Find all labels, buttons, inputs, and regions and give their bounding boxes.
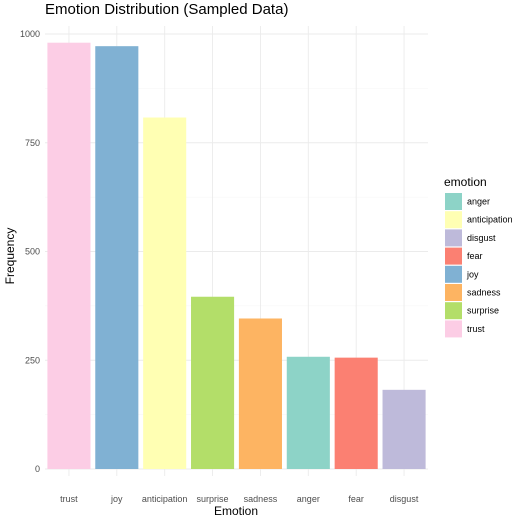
x-tick-label: anger: [297, 494, 320, 504]
bar-anticipation: [143, 117, 187, 470]
x-tick-label: joy: [110, 494, 123, 504]
legend-swatch-trust: [445, 320, 462, 338]
legend-label-surprise: surprise: [467, 306, 499, 316]
x-tick-label: surprise: [197, 494, 229, 504]
legend-label-sadness: sadness: [467, 288, 501, 298]
y-axis-title: Frequency: [3, 228, 17, 285]
legend-label-joy: joy: [466, 269, 479, 279]
x-tick-label: trust: [60, 494, 78, 504]
x-tick-label: disgust: [390, 494, 419, 504]
y-tick-label: 1000: [20, 29, 40, 39]
legend-label-trust: trust: [467, 324, 485, 334]
x-tick-label: fear: [348, 494, 364, 504]
bar-sadness: [238, 318, 282, 469]
legend-swatch-fear: [445, 247, 462, 265]
legend-swatch-anticipation: [445, 211, 462, 229]
bar-surprise: [191, 296, 235, 469]
y-tick-label: 0: [35, 464, 40, 474]
bar-anger: [286, 356, 330, 469]
legend-items: anger anticipation disgust fear joy sadness su…: [445, 193, 513, 338]
legend-swatch-disgust: [445, 229, 462, 247]
bar-disgust: [382, 389, 426, 469]
legend-swatch-sadness: [445, 284, 462, 301]
y-tick-label: 500: [25, 247, 40, 257]
legend-swatch-joy: [445, 265, 462, 283]
legend-label-fear: fear: [467, 251, 483, 261]
legend-swatch-anger: [445, 193, 462, 210]
y-tick-label: 250: [25, 355, 40, 365]
y-tick-label: 750: [25, 138, 40, 148]
x-tick-label: anticipation: [142, 494, 188, 504]
legend-label-anger: anger: [467, 197, 490, 207]
x-axis-ticks: trust joy anticipation surprise sadness anger…: [60, 494, 419, 504]
legend-label-disgust: disgust: [467, 233, 496, 243]
y-axis-ticks: 0 250 500 750 1000: [20, 29, 40, 474]
x-axis-title: Emotion: [214, 504, 258, 518]
bar-fear: [334, 357, 378, 469]
legend-swatch-surprise: [445, 302, 462, 320]
bar-trust: [47, 42, 91, 469]
legend-label-anticipation: anticipation: [467, 215, 513, 225]
bars: [47, 42, 426, 470]
legend-title: emotion: [444, 175, 487, 189]
x-tick-label: sadness: [244, 494, 278, 504]
legend: emotion anger anticipation disgust fear joy s…: [444, 175, 513, 338]
bar-joy: [95, 46, 139, 470]
chart-title: Emotion Distribution (Sampled Data): [45, 1, 288, 18]
